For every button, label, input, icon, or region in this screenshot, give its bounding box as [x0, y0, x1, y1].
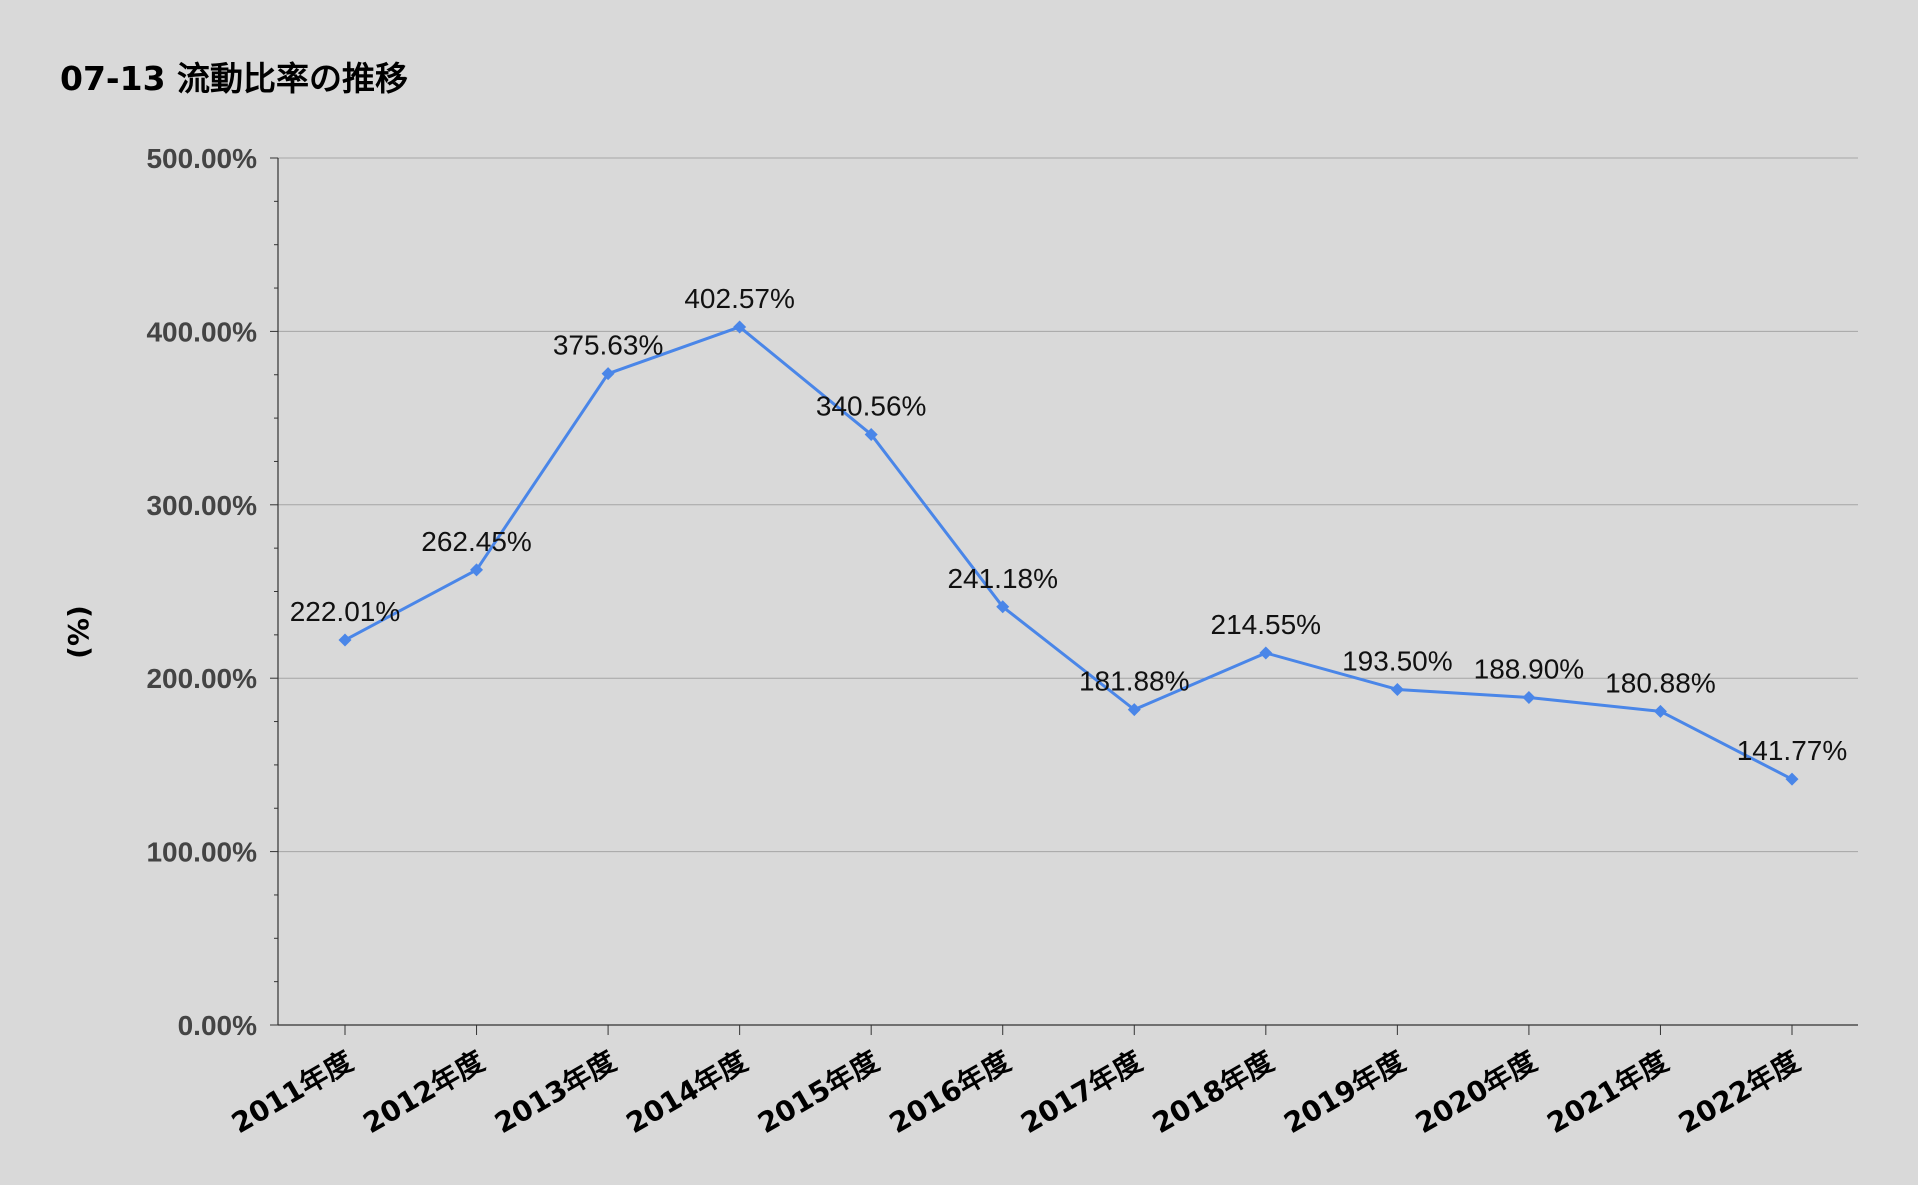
x-tick-label: 2015年度	[752, 1044, 884, 1140]
data-point	[996, 600, 1010, 614]
data-point	[470, 563, 484, 577]
data-point	[864, 427, 878, 441]
data-point	[1259, 646, 1273, 660]
x-tick-label: 2011年度	[226, 1044, 358, 1140]
data-label: 375.63%	[553, 330, 664, 361]
gridlines	[278, 157, 1858, 853]
y-tick-label: 400.00%	[146, 316, 257, 347]
x-tick-labels: 2011年度 2012年度 2013年度 2014年度 2015年度 2016年度 2017…	[226, 1044, 1805, 1140]
y-tick-labels: 0.00% 100.00% 200.00% 300.00% 400.00% 500.00%	[146, 143, 257, 1041]
x-tick-label: 2014年度	[621, 1044, 753, 1140]
data-point	[733, 320, 747, 334]
y-tick-label: 0.00%	[178, 1010, 257, 1041]
x-tick-label: 2012年度	[358, 1044, 490, 1140]
x-tick-label: 2018年度	[1147, 1044, 1279, 1140]
data-label: 214.55%	[1211, 609, 1322, 640]
x-tick-label: 2016年度	[884, 1044, 1016, 1140]
data-label: 193.50%	[1342, 645, 1453, 676]
data-label: 188.90%	[1474, 653, 1585, 684]
data-markers	[338, 320, 1799, 786]
y-tick-label: 300.00%	[146, 490, 257, 521]
chart-title: 07-13 流動比率の推移	[60, 59, 408, 98]
x-tick-label: 2017年度	[1015, 1044, 1147, 1140]
y-tick-label: 500.00%	[146, 143, 257, 174]
data-labels: 222.01% 262.45% 375.63% 402.57% 340.56% 241.1…	[290, 283, 1848, 766]
axes	[270, 157, 1858, 1035]
data-point	[1785, 772, 1799, 786]
y-tick-label: 100.00%	[146, 837, 257, 868]
data-label: 402.57%	[684, 283, 795, 314]
data-point	[601, 367, 615, 381]
data-label: 180.88%	[1605, 667, 1716, 698]
data-point	[338, 633, 352, 647]
data-label: 222.01%	[290, 596, 401, 627]
data-point	[1390, 682, 1404, 696]
data-label: 181.88%	[1079, 666, 1190, 697]
series-line	[344, 325, 1793, 781]
x-tick-label: 2020年度	[1410, 1044, 1542, 1140]
series-line-path	[344, 325, 1793, 781]
data-label: 340.56%	[816, 390, 927, 421]
x-tick-label: 2022年度	[1673, 1044, 1805, 1140]
data-point	[1127, 703, 1141, 717]
data-label: 262.45%	[421, 526, 532, 557]
data-label: 141.77%	[1737, 735, 1848, 766]
y-axis-label: (%)	[62, 605, 95, 659]
x-tick-label: 2021年度	[1541, 1044, 1673, 1140]
data-point	[1522, 690, 1536, 704]
x-tick-label: 2013年度	[489, 1044, 621, 1140]
y-tick-label: 200.00%	[146, 663, 257, 694]
data-label: 241.18%	[947, 563, 1058, 594]
data-point	[1653, 704, 1667, 718]
x-tick-label: 2019年度	[1278, 1044, 1410, 1140]
